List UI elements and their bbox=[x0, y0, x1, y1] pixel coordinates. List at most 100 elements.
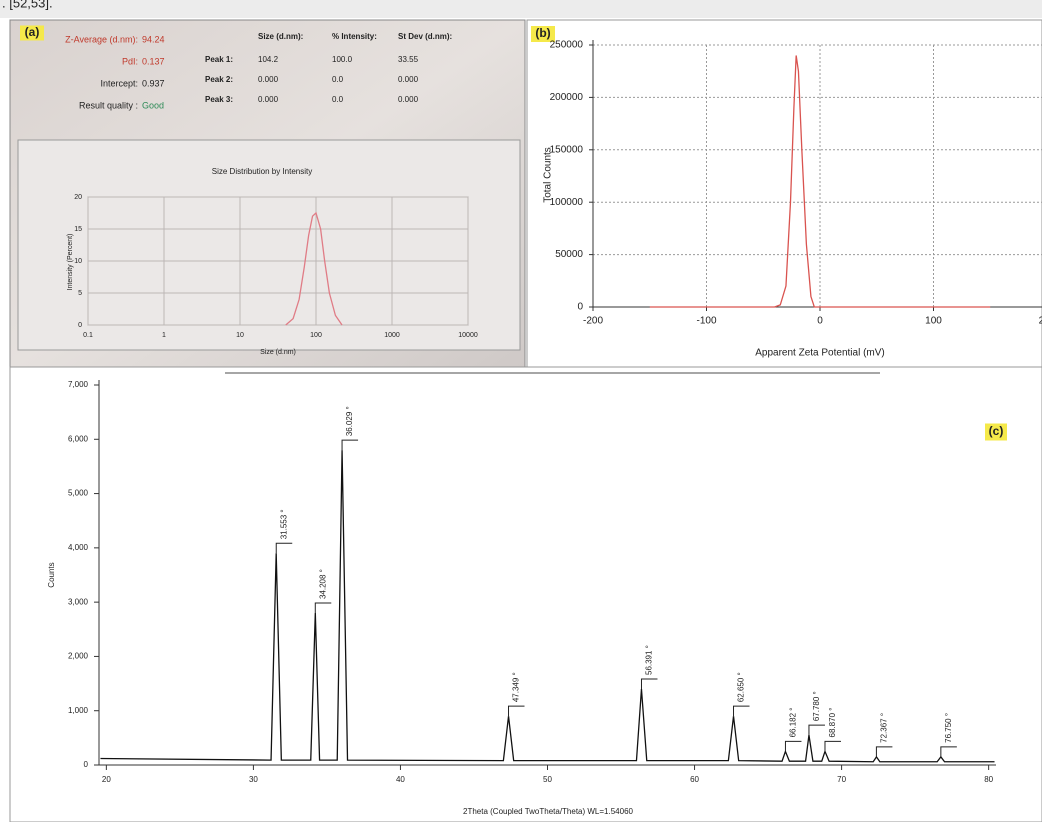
x-tick-label: -100 bbox=[696, 316, 716, 327]
x-tick-label: -200 bbox=[583, 316, 603, 327]
summary-label: Z-Average (d.nm): bbox=[65, 34, 138, 44]
peak-leader bbox=[508, 705, 525, 717]
summary-value: 0.137 bbox=[142, 56, 165, 66]
summary-label: Intercept: bbox=[100, 78, 138, 88]
peak-leader bbox=[733, 705, 750, 717]
peak-leader bbox=[784, 740, 802, 752]
peak-leader bbox=[940, 746, 957, 757]
table-row-label: Peak 3: bbox=[205, 95, 233, 104]
y-tick-label: 1,000 bbox=[68, 706, 89, 715]
y-axis-label: Intensity (Percent) bbox=[67, 234, 74, 291]
peak-leader bbox=[808, 724, 825, 736]
x-tick-label: 80 bbox=[984, 775, 993, 784]
table-cell: 0.000 bbox=[398, 95, 419, 104]
x-tick-label: 70 bbox=[837, 775, 846, 784]
chart-title: Size Distribution by Intensity bbox=[212, 167, 313, 176]
x-axis-label: 2Theta (Coupled TwoTheta/Theta) WL=1.540… bbox=[463, 807, 634, 816]
x-axis-label: Size (d.nm) bbox=[260, 349, 296, 356]
x-tick-label: 30 bbox=[249, 775, 258, 784]
data-line bbox=[285, 211, 343, 326]
y-tick-label: 15 bbox=[74, 226, 82, 233]
data-line bbox=[649, 55, 991, 308]
table-cell: 0.000 bbox=[258, 95, 279, 104]
x-tick-label: 1000 bbox=[384, 332, 400, 339]
x-tick-label: 10000 bbox=[458, 332, 478, 339]
x-axis-label: Apparent Zeta Potential (mV) bbox=[755, 348, 885, 359]
y-tick-label: 3,000 bbox=[68, 597, 89, 606]
panel-label: (b) bbox=[535, 26, 550, 40]
y-tick-label: 250000 bbox=[550, 40, 584, 51]
y-tick-label: 100000 bbox=[550, 197, 584, 208]
panel-c bbox=[9, 366, 1042, 822]
caption-fragment: . [52,53]. bbox=[2, 0, 53, 10]
peak-label: 36.029 ° bbox=[345, 406, 354, 436]
summary-label: PdI: bbox=[122, 56, 138, 66]
y-tick-label: 20 bbox=[74, 194, 82, 201]
y-axis-label: Counts bbox=[47, 562, 56, 587]
y-tick-label: 0 bbox=[577, 302, 583, 313]
panel-label: (a) bbox=[25, 25, 40, 39]
table-cell: 104.2 bbox=[258, 55, 279, 64]
x-tick-label: 50 bbox=[543, 775, 552, 784]
peak-label: 34.208 ° bbox=[318, 569, 327, 599]
table-header: Size (d.nm): bbox=[258, 32, 303, 41]
panel-label: (c) bbox=[989, 424, 1004, 438]
y-tick-label: 200000 bbox=[550, 92, 584, 103]
peak-leader bbox=[341, 439, 359, 451]
x-tick-label: 200 bbox=[1039, 316, 1042, 327]
y-tick-label: 0 bbox=[84, 760, 89, 769]
peak-leader bbox=[314, 602, 332, 613]
panel-label-bg bbox=[20, 25, 44, 41]
x-tick-label: 1 bbox=[162, 332, 166, 339]
summary-label: Result quality : bbox=[79, 100, 138, 110]
panel-label-bg bbox=[531, 26, 555, 42]
panel-label-bg bbox=[985, 423, 1007, 441]
peak-leader bbox=[824, 740, 841, 752]
peak-leader bbox=[640, 678, 658, 689]
table-cell: 33.55 bbox=[398, 55, 419, 64]
table-row-label: Peak 2: bbox=[205, 75, 233, 84]
peak-label: 62.650 ° bbox=[737, 672, 746, 702]
peak-label: 47.349 ° bbox=[512, 672, 521, 702]
y-tick-label: 5,000 bbox=[68, 489, 89, 498]
data-line bbox=[100, 450, 995, 763]
y-tick-label: 6,000 bbox=[68, 434, 89, 443]
x-tick-label: 0 bbox=[817, 316, 823, 327]
table-cell: 0.0 bbox=[332, 95, 344, 104]
table-cell: 0.0 bbox=[332, 75, 344, 84]
summary-value: 94.24 bbox=[142, 34, 165, 44]
peak-leader bbox=[875, 746, 893, 757]
summary-value: 0.937 bbox=[142, 78, 165, 88]
panel-b bbox=[526, 19, 1042, 368]
top-strip bbox=[0, 0, 1042, 18]
table-cell: 0.000 bbox=[398, 75, 419, 84]
y-tick-label: 5 bbox=[78, 290, 82, 297]
screen-box bbox=[17, 139, 521, 351]
table-row-label: Peak 1: bbox=[205, 55, 233, 64]
x-tick-label: 40 bbox=[396, 775, 405, 784]
y-tick-label: 2,000 bbox=[68, 652, 89, 661]
peak-label: 66.182 ° bbox=[789, 708, 798, 738]
y-tick-label: 10 bbox=[74, 258, 82, 265]
table-cell: 0.000 bbox=[258, 75, 279, 84]
table-header: % Intensity: bbox=[332, 32, 377, 41]
peak-label: 72.367 ° bbox=[880, 713, 889, 743]
peak-label: 31.553 ° bbox=[279, 509, 288, 539]
x-tick-label: 10 bbox=[236, 332, 244, 339]
x-tick-label: 0.1 bbox=[83, 332, 93, 339]
y-tick-label: 50000 bbox=[555, 249, 583, 260]
table-cell: 100.0 bbox=[332, 55, 353, 64]
y-tick-label: 7,000 bbox=[68, 380, 89, 389]
y-tick-label: 4,000 bbox=[68, 543, 89, 552]
x-tick-label: 100 bbox=[310, 332, 322, 339]
x-tick-label: 100 bbox=[925, 316, 942, 327]
table-header: St Dev (d.nm): bbox=[398, 32, 452, 41]
peak-label: 67.780 ° bbox=[812, 691, 821, 721]
x-tick-label: 20 bbox=[102, 775, 111, 784]
peak-leader bbox=[275, 542, 293, 554]
summary-value: Good bbox=[142, 100, 164, 110]
y-tick-label: 150000 bbox=[550, 144, 584, 155]
y-axis-label: Total Counts bbox=[543, 147, 554, 203]
